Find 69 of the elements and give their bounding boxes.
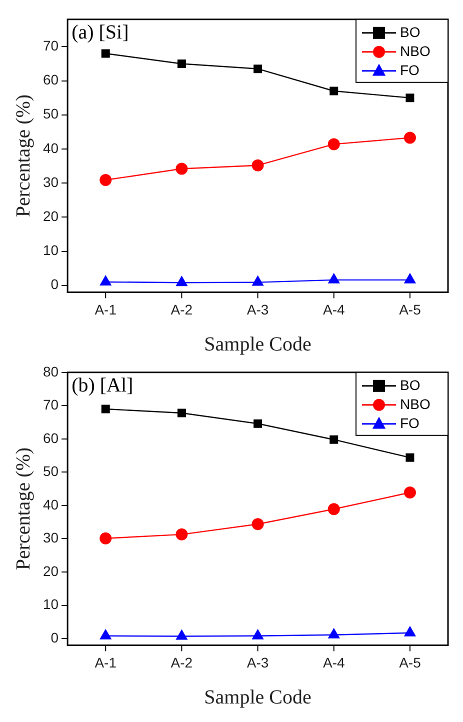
legend-label: FO [400, 62, 420, 78]
point [252, 518, 264, 530]
point [100, 274, 112, 286]
x-tick-label: A-3 [246, 654, 269, 670]
annotation: (a) [Si] [72, 22, 129, 44]
y-tick-label: 0 [50, 276, 59, 292]
point [176, 276, 188, 286]
legend-label: FO [400, 414, 420, 431]
y-tick-label: 0 [50, 629, 59, 646]
point [252, 628, 264, 640]
legend-label: BO [400, 376, 420, 393]
legend-label: BO [400, 24, 420, 40]
point [176, 629, 188, 640]
legend-label: NBO [400, 396, 430, 412]
x-tick-label: A-4 [322, 301, 345, 318]
y-axis-title: Percentage (%) [12, 447, 34, 570]
y-tick-label: 30 [42, 530, 59, 546]
point [177, 408, 186, 418]
y-tick-label: 50 [42, 463, 59, 480]
point [100, 532, 112, 544]
y-tick-label: 60 [42, 72, 59, 88]
x-tick-label: A-2 [170, 301, 193, 318]
y-tick-label: 70 [42, 396, 59, 413]
point [100, 628, 112, 640]
y-tick-label: 80 [42, 363, 59, 380]
x-tick-label: A-5 [399, 654, 422, 670]
y-tick-label: 20 [42, 208, 59, 224]
point [254, 419, 262, 428]
point [404, 626, 416, 636]
point [252, 275, 264, 286]
point [101, 49, 110, 58]
point [406, 94, 414, 102]
y-tick-label: 50 [42, 106, 59, 122]
point [404, 272, 416, 284]
point [330, 435, 338, 444]
point [177, 59, 186, 68]
point [404, 486, 416, 498]
point [101, 404, 110, 414]
point [328, 628, 340, 638]
point [404, 132, 416, 144]
point [328, 503, 340, 516]
y-tick-label: 40 [42, 140, 59, 156]
y-tick-label: 40 [42, 496, 59, 512]
x-tick-label: A-2 [170, 654, 193, 670]
point [100, 174, 112, 186]
y-tick-label: 10 [42, 596, 59, 612]
point [328, 272, 340, 284]
x-tick-label: A-1 [94, 654, 117, 670]
point [254, 64, 262, 74]
legend-label: NBO [400, 42, 430, 59]
y-tick-label: 20 [42, 562, 59, 579]
y-tick-label: 60 [42, 430, 59, 446]
y-tick-label: 30 [42, 174, 59, 190]
point [328, 138, 340, 150]
point [330, 86, 338, 96]
x-axis-title: Sample Code [204, 686, 312, 708]
point [406, 453, 414, 462]
x-tick-label: A-5 [399, 301, 422, 318]
point [252, 159, 264, 172]
x-tick-label: A-4 [322, 654, 345, 670]
x-tick-label: A-3 [246, 301, 269, 318]
point [176, 528, 188, 540]
annotation: (b) [Al] [72, 374, 134, 397]
x-tick-label: A-1 [94, 301, 117, 318]
point [176, 162, 188, 175]
y-tick-label: 70 [42, 38, 59, 54]
x-axis-title: Sample Code [204, 333, 312, 356]
y-axis-title: Percentage (%) [12, 94, 34, 218]
y-tick-label: 10 [42, 242, 59, 258]
